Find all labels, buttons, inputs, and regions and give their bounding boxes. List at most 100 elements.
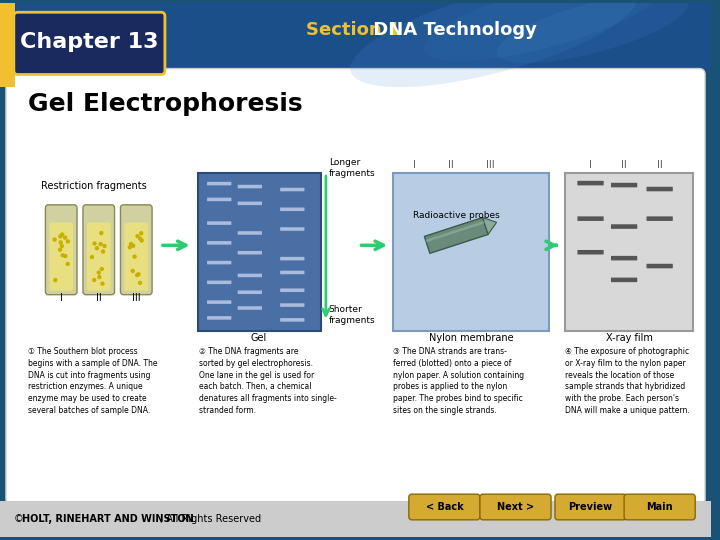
Text: DNA Technology: DNA Technology (367, 21, 537, 39)
Circle shape (137, 273, 140, 276)
FancyBboxPatch shape (207, 281, 231, 284)
Text: I: I (589, 160, 592, 170)
Polygon shape (482, 218, 497, 234)
Circle shape (59, 235, 62, 238)
Circle shape (96, 247, 99, 249)
Circle shape (140, 232, 143, 235)
Circle shape (131, 269, 134, 273)
FancyBboxPatch shape (280, 271, 305, 274)
FancyBboxPatch shape (238, 274, 262, 277)
Circle shape (91, 255, 94, 259)
Text: Section 1: Section 1 (306, 21, 400, 39)
FancyBboxPatch shape (45, 205, 77, 295)
Circle shape (60, 233, 63, 236)
FancyBboxPatch shape (0, 3, 711, 537)
FancyBboxPatch shape (207, 198, 231, 201)
Ellipse shape (497, 0, 688, 63)
Circle shape (60, 245, 63, 247)
Text: III: III (487, 160, 495, 170)
FancyBboxPatch shape (14, 12, 165, 75)
FancyBboxPatch shape (555, 494, 626, 520)
Text: HOLT, RINEHART AND WINSTON: HOLT, RINEHART AND WINSTON (22, 514, 194, 524)
Circle shape (98, 275, 101, 279)
FancyBboxPatch shape (647, 217, 672, 221)
Circle shape (93, 242, 96, 245)
Circle shape (133, 255, 136, 258)
Circle shape (100, 267, 103, 271)
Text: Restriction fragments: Restriction fragments (41, 181, 147, 191)
Text: ① The Southern blot process
begins with a sample of DNA. The
DNA is cut into fra: ① The Southern blot process begins with … (27, 347, 157, 415)
Ellipse shape (351, 0, 637, 87)
Circle shape (128, 246, 131, 249)
Polygon shape (426, 221, 485, 242)
FancyBboxPatch shape (0, 0, 15, 87)
Text: II: II (96, 293, 102, 302)
Circle shape (101, 282, 104, 285)
Circle shape (53, 238, 56, 241)
FancyBboxPatch shape (207, 182, 231, 185)
Text: III: III (132, 293, 140, 302)
FancyBboxPatch shape (6, 69, 705, 505)
FancyBboxPatch shape (0, 501, 711, 537)
Text: ③ The DNA strands are trans-
ferred (blotted) onto a piece of
nylon paper. A sol: ③ The DNA strands are trans- ferred (blo… (393, 347, 524, 415)
Text: I: I (60, 293, 63, 302)
Circle shape (93, 279, 96, 281)
Circle shape (54, 279, 57, 281)
Text: II: II (449, 160, 454, 170)
Text: X-ray film: X-ray film (606, 333, 652, 343)
Circle shape (140, 239, 143, 242)
FancyBboxPatch shape (0, 3, 711, 72)
FancyBboxPatch shape (409, 494, 480, 520)
FancyBboxPatch shape (238, 201, 262, 205)
Text: ©: © (14, 514, 27, 524)
FancyBboxPatch shape (207, 261, 231, 265)
Circle shape (132, 244, 135, 247)
FancyBboxPatch shape (50, 222, 73, 291)
Circle shape (100, 232, 103, 234)
FancyBboxPatch shape (197, 173, 321, 331)
FancyBboxPatch shape (480, 494, 551, 520)
Text: II: II (621, 160, 627, 170)
Text: < Back: < Back (426, 502, 463, 512)
Text: Shorter
fragments: Shorter fragments (329, 306, 375, 326)
Text: II: II (246, 160, 253, 170)
Circle shape (97, 271, 100, 274)
Text: Next >: Next > (497, 502, 534, 512)
FancyBboxPatch shape (611, 278, 637, 282)
Ellipse shape (423, 0, 662, 61)
Circle shape (139, 281, 142, 284)
FancyBboxPatch shape (565, 173, 693, 331)
Circle shape (63, 236, 66, 239)
FancyBboxPatch shape (238, 185, 262, 188)
Text: ② The DNA fragments are
sorted by gel electrophoresis.
One lane in the gel is us: ② The DNA fragments are sorted by gel el… (199, 347, 337, 415)
FancyBboxPatch shape (207, 300, 231, 304)
Circle shape (59, 241, 62, 244)
FancyBboxPatch shape (207, 241, 231, 245)
Text: Chapter 13: Chapter 13 (19, 32, 158, 52)
Text: I: I (291, 160, 294, 170)
Circle shape (136, 234, 139, 238)
Text: Nylon membrane: Nylon membrane (428, 333, 513, 343)
Text: II: II (657, 160, 662, 170)
FancyBboxPatch shape (280, 288, 305, 292)
FancyBboxPatch shape (647, 264, 672, 268)
Circle shape (59, 248, 62, 251)
FancyBboxPatch shape (611, 256, 637, 260)
FancyBboxPatch shape (280, 257, 305, 260)
FancyBboxPatch shape (577, 217, 603, 221)
FancyBboxPatch shape (238, 231, 262, 235)
Circle shape (66, 240, 69, 243)
Text: ④ The exposure of photographic
or X-ray film to the nylon paper
reveals the loca: ④ The exposure of photographic or X-ray … (565, 347, 690, 415)
FancyBboxPatch shape (280, 207, 305, 211)
FancyBboxPatch shape (238, 306, 262, 310)
FancyBboxPatch shape (647, 187, 672, 191)
FancyBboxPatch shape (280, 318, 305, 322)
FancyBboxPatch shape (577, 181, 603, 185)
Polygon shape (424, 218, 488, 253)
Circle shape (103, 245, 106, 247)
Text: Radioactive probes: Radioactive probes (413, 211, 500, 220)
FancyBboxPatch shape (280, 227, 305, 231)
FancyBboxPatch shape (393, 173, 549, 331)
Circle shape (130, 242, 132, 246)
FancyBboxPatch shape (238, 291, 262, 294)
